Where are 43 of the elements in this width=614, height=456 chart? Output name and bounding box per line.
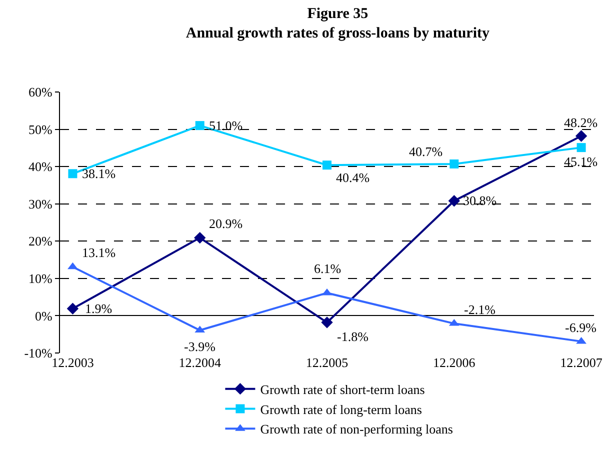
data-label: 38.1%: [82, 166, 116, 181]
y-tick-label: -10%: [24, 346, 53, 361]
data-label: 45.1%: [564, 154, 598, 169]
data-label: 40.4%: [336, 170, 370, 185]
data-label: -6.9%: [565, 320, 597, 335]
y-tick-label: 10%: [28, 270, 53, 286]
data-label: -1.8%: [337, 329, 369, 344]
y-tick-label: 20%: [28, 234, 53, 249]
y-tick-label: 0%: [35, 308, 53, 324]
y-tick-label: 30%: [28, 196, 53, 212]
chart-subtitle: Annual growth rates of gross-loans by maturity: [186, 26, 490, 42]
legend-label: Growth rate of short-term loans: [260, 382, 425, 397]
point: [322, 160, 332, 170]
x-tick-label: 12.2004: [178, 355, 222, 370]
point: [450, 159, 459, 168]
point: [68, 262, 78, 270]
y-tick-label: 40%: [28, 159, 53, 174]
point: [576, 143, 586, 152]
data-label: 40.7%: [409, 144, 443, 159]
point: [321, 316, 333, 328]
point: [575, 130, 588, 142]
legend-label: Growth rate of long-term loans: [260, 402, 422, 417]
point: [68, 169, 78, 178]
point: [576, 336, 586, 344]
data-label: -3.9%: [184, 339, 216, 354]
chart-title: Figure 35: [307, 6, 368, 22]
x-tick-label: 12.2007: [560, 355, 603, 370]
data-label: 13.1%: [82, 245, 116, 260]
data-label: 48.2%: [564, 115, 598, 130]
y-tick-label: 50%: [28, 122, 53, 137]
point: [194, 232, 206, 244]
y-tick-label: 60%: [28, 84, 53, 100]
point: [448, 195, 460, 207]
x-tick-label: 12.2005: [306, 355, 348, 370]
data-label: -2.1%: [464, 302, 496, 317]
x-tick-label: 12.2003: [52, 355, 94, 370]
point: [195, 121, 204, 130]
point: [66, 302, 79, 314]
x-tick-label: 12.2006: [433, 355, 476, 370]
data-label: 1.9%: [85, 301, 112, 316]
data-label: 20.9%: [209, 216, 243, 231]
data-label: 6.1%: [314, 261, 342, 276]
legend-label: Growth rate of non-performing loans: [260, 422, 453, 437]
